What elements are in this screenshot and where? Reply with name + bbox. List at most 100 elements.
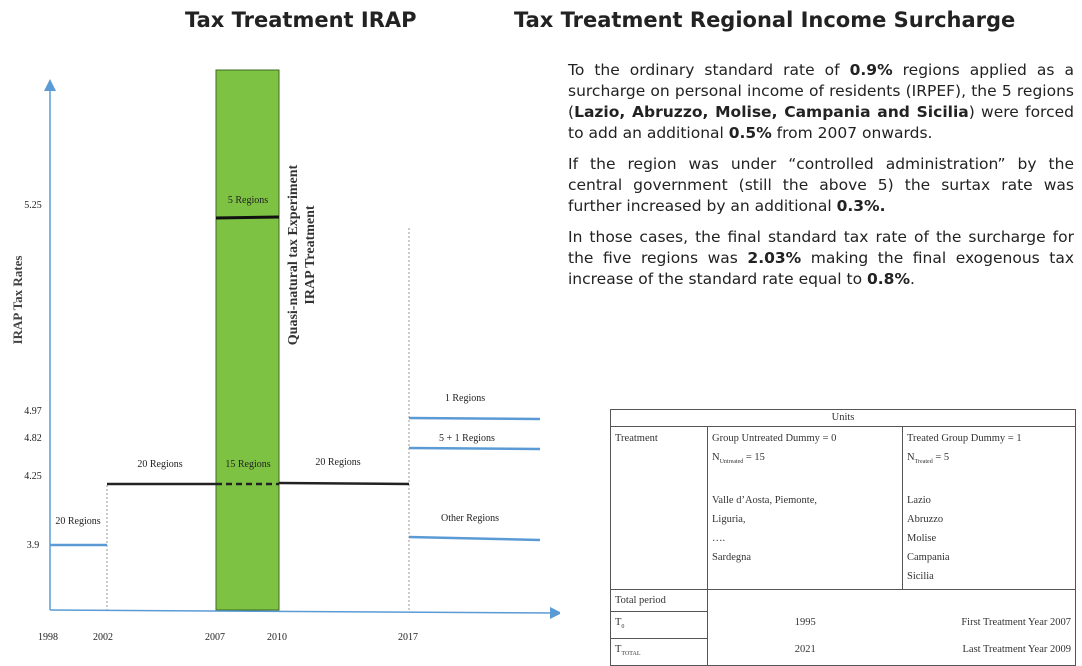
cell-text: Valle d’Aosta, Piemonte, bbox=[712, 495, 817, 507]
y-axis-label: IRAP Tax Rates bbox=[10, 256, 25, 345]
cell-text: Liguria, bbox=[712, 514, 746, 526]
segment-label: 15 Regions bbox=[225, 459, 270, 470]
y-label: 3.9 bbox=[27, 540, 40, 551]
text-run: making the final exogenous tax increase … bbox=[568, 249, 1075, 288]
period-label: Total period bbox=[615, 595, 666, 606]
cell-text: Molise bbox=[907, 533, 937, 545]
segment-label: 20 Regions bbox=[315, 457, 360, 468]
segment bbox=[278, 481, 410, 486]
cell-text: Lazio bbox=[907, 495, 931, 507]
cell-line: NUntreated = 15 bbox=[712, 448, 898, 472]
diagram: IRAP Tax Rates 5.25 4.97 4.82 4.25 3.9 1… bbox=[10, 69, 560, 643]
text-run: regions applied as a surcharge on person… bbox=[568, 61, 1074, 121]
subscript: 0 bbox=[621, 624, 625, 631]
segment bbox=[408, 535, 541, 542]
cell-line: Sardegna bbox=[712, 548, 898, 567]
cell-line: …. bbox=[712, 529, 898, 548]
text-run: . bbox=[910, 270, 915, 288]
x-label: 2017 bbox=[398, 632, 418, 643]
cell: 1995 bbox=[708, 612, 903, 639]
cell-text: Treated Group Dummy = 1 bbox=[907, 433, 1022, 444]
paragraph: In those cases, the final standard tax r… bbox=[568, 227, 1074, 290]
paragraph: If the region was under “controlled admi… bbox=[568, 154, 1074, 217]
cell: Treated Group Dummy = 1 NTreated = 5 Lazio… bbox=[902, 426, 1076, 590]
right-title: Tax Treatment Regional Income Surcharge bbox=[514, 8, 1016, 32]
cell-line: Abruzzo bbox=[907, 510, 1071, 529]
units-table: Units Treatment Group Untreated Dummy = … bbox=[610, 409, 1076, 666]
paragraph: To the ordinary standard rate of 0.9% re… bbox=[568, 60, 1074, 144]
cell: Group Untreated Dummy = 0 NUntreated = 15… bbox=[707, 426, 903, 590]
cell-text: Campania bbox=[907, 552, 950, 564]
cell-text: Group Untreated Dummy = 0 bbox=[712, 433, 837, 444]
left-title: Tax Treatment IRAP bbox=[185, 8, 417, 32]
cell-text: T bbox=[615, 617, 622, 628]
segment-label: 5 + 1 Regions bbox=[439, 433, 495, 444]
cell-line: Liguria, bbox=[712, 510, 898, 529]
cell-line: Campania bbox=[907, 548, 1071, 567]
text-run: 2.03% bbox=[747, 249, 802, 267]
cell-text: Sardegna bbox=[712, 552, 752, 564]
cell: 2021 bbox=[707, 638, 903, 666]
x-axis bbox=[49, 606, 560, 619]
cell-text: Abruzzo bbox=[907, 514, 944, 526]
cell-text: First Treatment Year 2007 bbox=[961, 616, 1071, 628]
band-label: IRAP Treatment bbox=[303, 205, 318, 304]
cell: T0 bbox=[610, 611, 708, 640]
band-label: Quasi-natural tax Experiment bbox=[286, 164, 301, 345]
segment-label: 20 Regions bbox=[137, 459, 182, 470]
y-label: 5.25 bbox=[24, 200, 42, 211]
cell-line: Group Untreated Dummy = 0 bbox=[712, 429, 898, 448]
cell-text: = 5 bbox=[932, 452, 950, 463]
cell-text: T bbox=[615, 644, 622, 656]
x-label: 1998 bbox=[38, 632, 58, 643]
cell: Total period bbox=[610, 589, 708, 612]
segment-label: Other Regions bbox=[441, 513, 499, 524]
segment bbox=[408, 416, 541, 421]
subscript: Untreated bbox=[719, 459, 744, 466]
cell-text: …. bbox=[712, 533, 726, 545]
y-label: 4.25 bbox=[24, 471, 42, 482]
cell-line: Valle d’Aosta, Piemonte, bbox=[712, 491, 898, 510]
cell-line: Lazio bbox=[907, 491, 1071, 510]
table-row: T0 1995 First Treatment Year 2007 bbox=[610, 611, 1076, 640]
cell-line: NTreated = 5 bbox=[907, 448, 1071, 472]
cell-text: N bbox=[907, 452, 915, 463]
cell-text: Last Treatment Year 2009 bbox=[962, 643, 1072, 655]
cell-line: Treated Group Dummy = 1 bbox=[907, 429, 1071, 448]
text-block: To the ordinary standard rate of 0.9% re… bbox=[568, 60, 1074, 300]
text-run: In those cases, the final standard tax r… bbox=[568, 228, 1074, 267]
text-run: Lazio, Abruzzo, Molise, Campania and Sic… bbox=[574, 103, 969, 121]
cell-text: = 15 bbox=[743, 452, 765, 463]
text-run: To the ordinary standard rate of bbox=[568, 61, 850, 79]
cell-text: N bbox=[712, 452, 720, 463]
text-run: 0.9% bbox=[849, 61, 893, 79]
segment-label: 1 Regions bbox=[445, 393, 485, 404]
cell: First Treatment Year 2007 bbox=[902, 611, 1076, 639]
segment bbox=[408, 446, 541, 451]
cell-line: Molise bbox=[907, 529, 1071, 548]
text-run: 0.8% bbox=[867, 270, 910, 288]
segment-label: 5 Regions bbox=[228, 195, 268, 206]
x-label: 2007 bbox=[205, 632, 225, 643]
text-run: 0.5% bbox=[728, 124, 772, 142]
cell-text: Sicilia bbox=[907, 571, 934, 583]
text-run: from 2007 onwards. bbox=[771, 124, 933, 142]
text-run: 0.3%. bbox=[836, 197, 886, 215]
cell: Treatment bbox=[610, 426, 708, 590]
cell-text: 2021 bbox=[794, 643, 816, 655]
table-row: TTOTAL 2021 Last Treatment Year 2009 bbox=[610, 638, 1076, 666]
segment bbox=[215, 215, 280, 220]
y-label: 4.82 bbox=[24, 433, 42, 444]
table-header: Units bbox=[610, 409, 1076, 427]
cell-line: Sicilia bbox=[907, 567, 1071, 586]
cell bbox=[707, 589, 1076, 612]
subscript: Treated bbox=[914, 459, 933, 466]
subscript: TOTAL bbox=[621, 651, 641, 658]
x-label: 2010 bbox=[267, 632, 287, 643]
cell-text: 1995 bbox=[794, 616, 816, 628]
y-label: 4.97 bbox=[24, 406, 42, 417]
text-run: ) were forced to add an additional bbox=[568, 103, 1074, 142]
cell: TTOTAL bbox=[610, 638, 708, 666]
treatment-band bbox=[215, 69, 280, 611]
